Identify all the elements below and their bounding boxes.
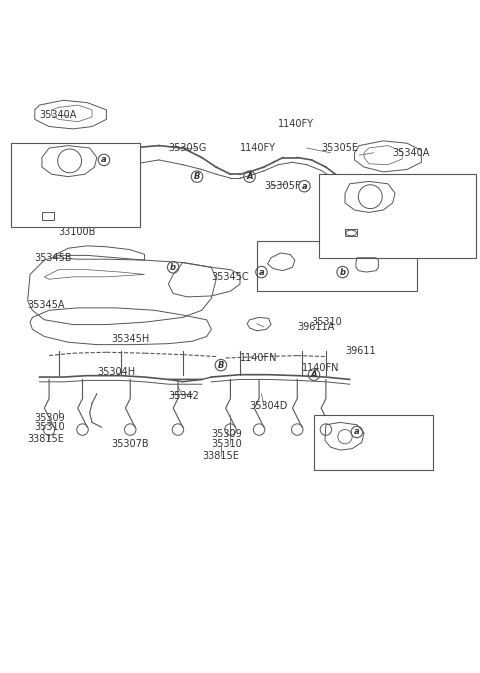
Text: 33100B: 33100B xyxy=(59,227,96,236)
Text: 1140FN: 1140FN xyxy=(240,353,277,363)
Text: 31337F: 31337F xyxy=(278,272,314,282)
Bar xyxy=(345,229,357,236)
Text: a: a xyxy=(301,182,307,190)
Text: 33100B: 33100B xyxy=(373,253,411,262)
Text: 35325D: 35325D xyxy=(39,205,78,215)
Text: 33100A: 33100A xyxy=(373,203,411,213)
Text: 33100A: 33100A xyxy=(35,176,72,186)
Text: B: B xyxy=(194,172,200,181)
Text: 35325D: 35325D xyxy=(373,232,412,242)
Text: 35342: 35342 xyxy=(168,391,199,401)
Text: 35345A: 35345A xyxy=(28,300,65,310)
Text: 1140FY: 1140FY xyxy=(278,119,314,129)
Text: b: b xyxy=(170,262,176,272)
Text: 35310: 35310 xyxy=(35,422,66,432)
Text: 35305: 35305 xyxy=(381,219,412,229)
Text: 35305F: 35305F xyxy=(264,181,300,191)
Text: a: a xyxy=(101,155,107,164)
Text: A: A xyxy=(246,172,253,181)
Bar xyxy=(42,213,54,219)
Text: 35340A: 35340A xyxy=(39,110,77,120)
Text: 35340A: 35340A xyxy=(393,148,430,157)
Text: 35307B: 35307B xyxy=(111,439,149,449)
Text: 35340B: 35340B xyxy=(360,272,397,282)
Text: 35312K: 35312K xyxy=(360,446,396,456)
Text: 39611A: 39611A xyxy=(297,322,335,332)
Text: 1140KB: 1140KB xyxy=(378,184,416,194)
Text: b: b xyxy=(340,268,346,277)
Text: 33815E: 33815E xyxy=(202,451,239,461)
Text: 35345H: 35345H xyxy=(111,334,149,344)
Text: A: A xyxy=(311,370,317,379)
Text: 33815E: 33815E xyxy=(28,434,64,444)
FancyBboxPatch shape xyxy=(314,415,433,470)
Text: 35345C: 35345C xyxy=(211,272,249,282)
FancyBboxPatch shape xyxy=(319,174,476,258)
Text: B: B xyxy=(218,361,224,369)
Text: 39611: 39611 xyxy=(345,346,376,356)
Text: 35304D: 35304D xyxy=(250,400,288,411)
FancyBboxPatch shape xyxy=(257,241,417,291)
Text: 35304H: 35304H xyxy=(97,367,135,378)
Text: 1140KB: 1140KB xyxy=(33,143,70,153)
Text: 35305G: 35305G xyxy=(168,143,207,153)
Text: 1140FY: 1140FY xyxy=(240,143,276,153)
Text: 35309: 35309 xyxy=(35,413,66,423)
Text: 35310: 35310 xyxy=(211,439,242,449)
Text: 1140FN: 1140FN xyxy=(302,363,339,373)
Text: 35310: 35310 xyxy=(312,317,342,327)
Text: a: a xyxy=(259,268,264,277)
FancyBboxPatch shape xyxy=(11,143,140,227)
Text: 35305: 35305 xyxy=(47,193,78,203)
Text: 35305E: 35305E xyxy=(321,143,358,153)
Text: 35309: 35309 xyxy=(211,429,242,439)
Text: 35345B: 35345B xyxy=(35,253,72,262)
Text: a: a xyxy=(354,427,360,437)
